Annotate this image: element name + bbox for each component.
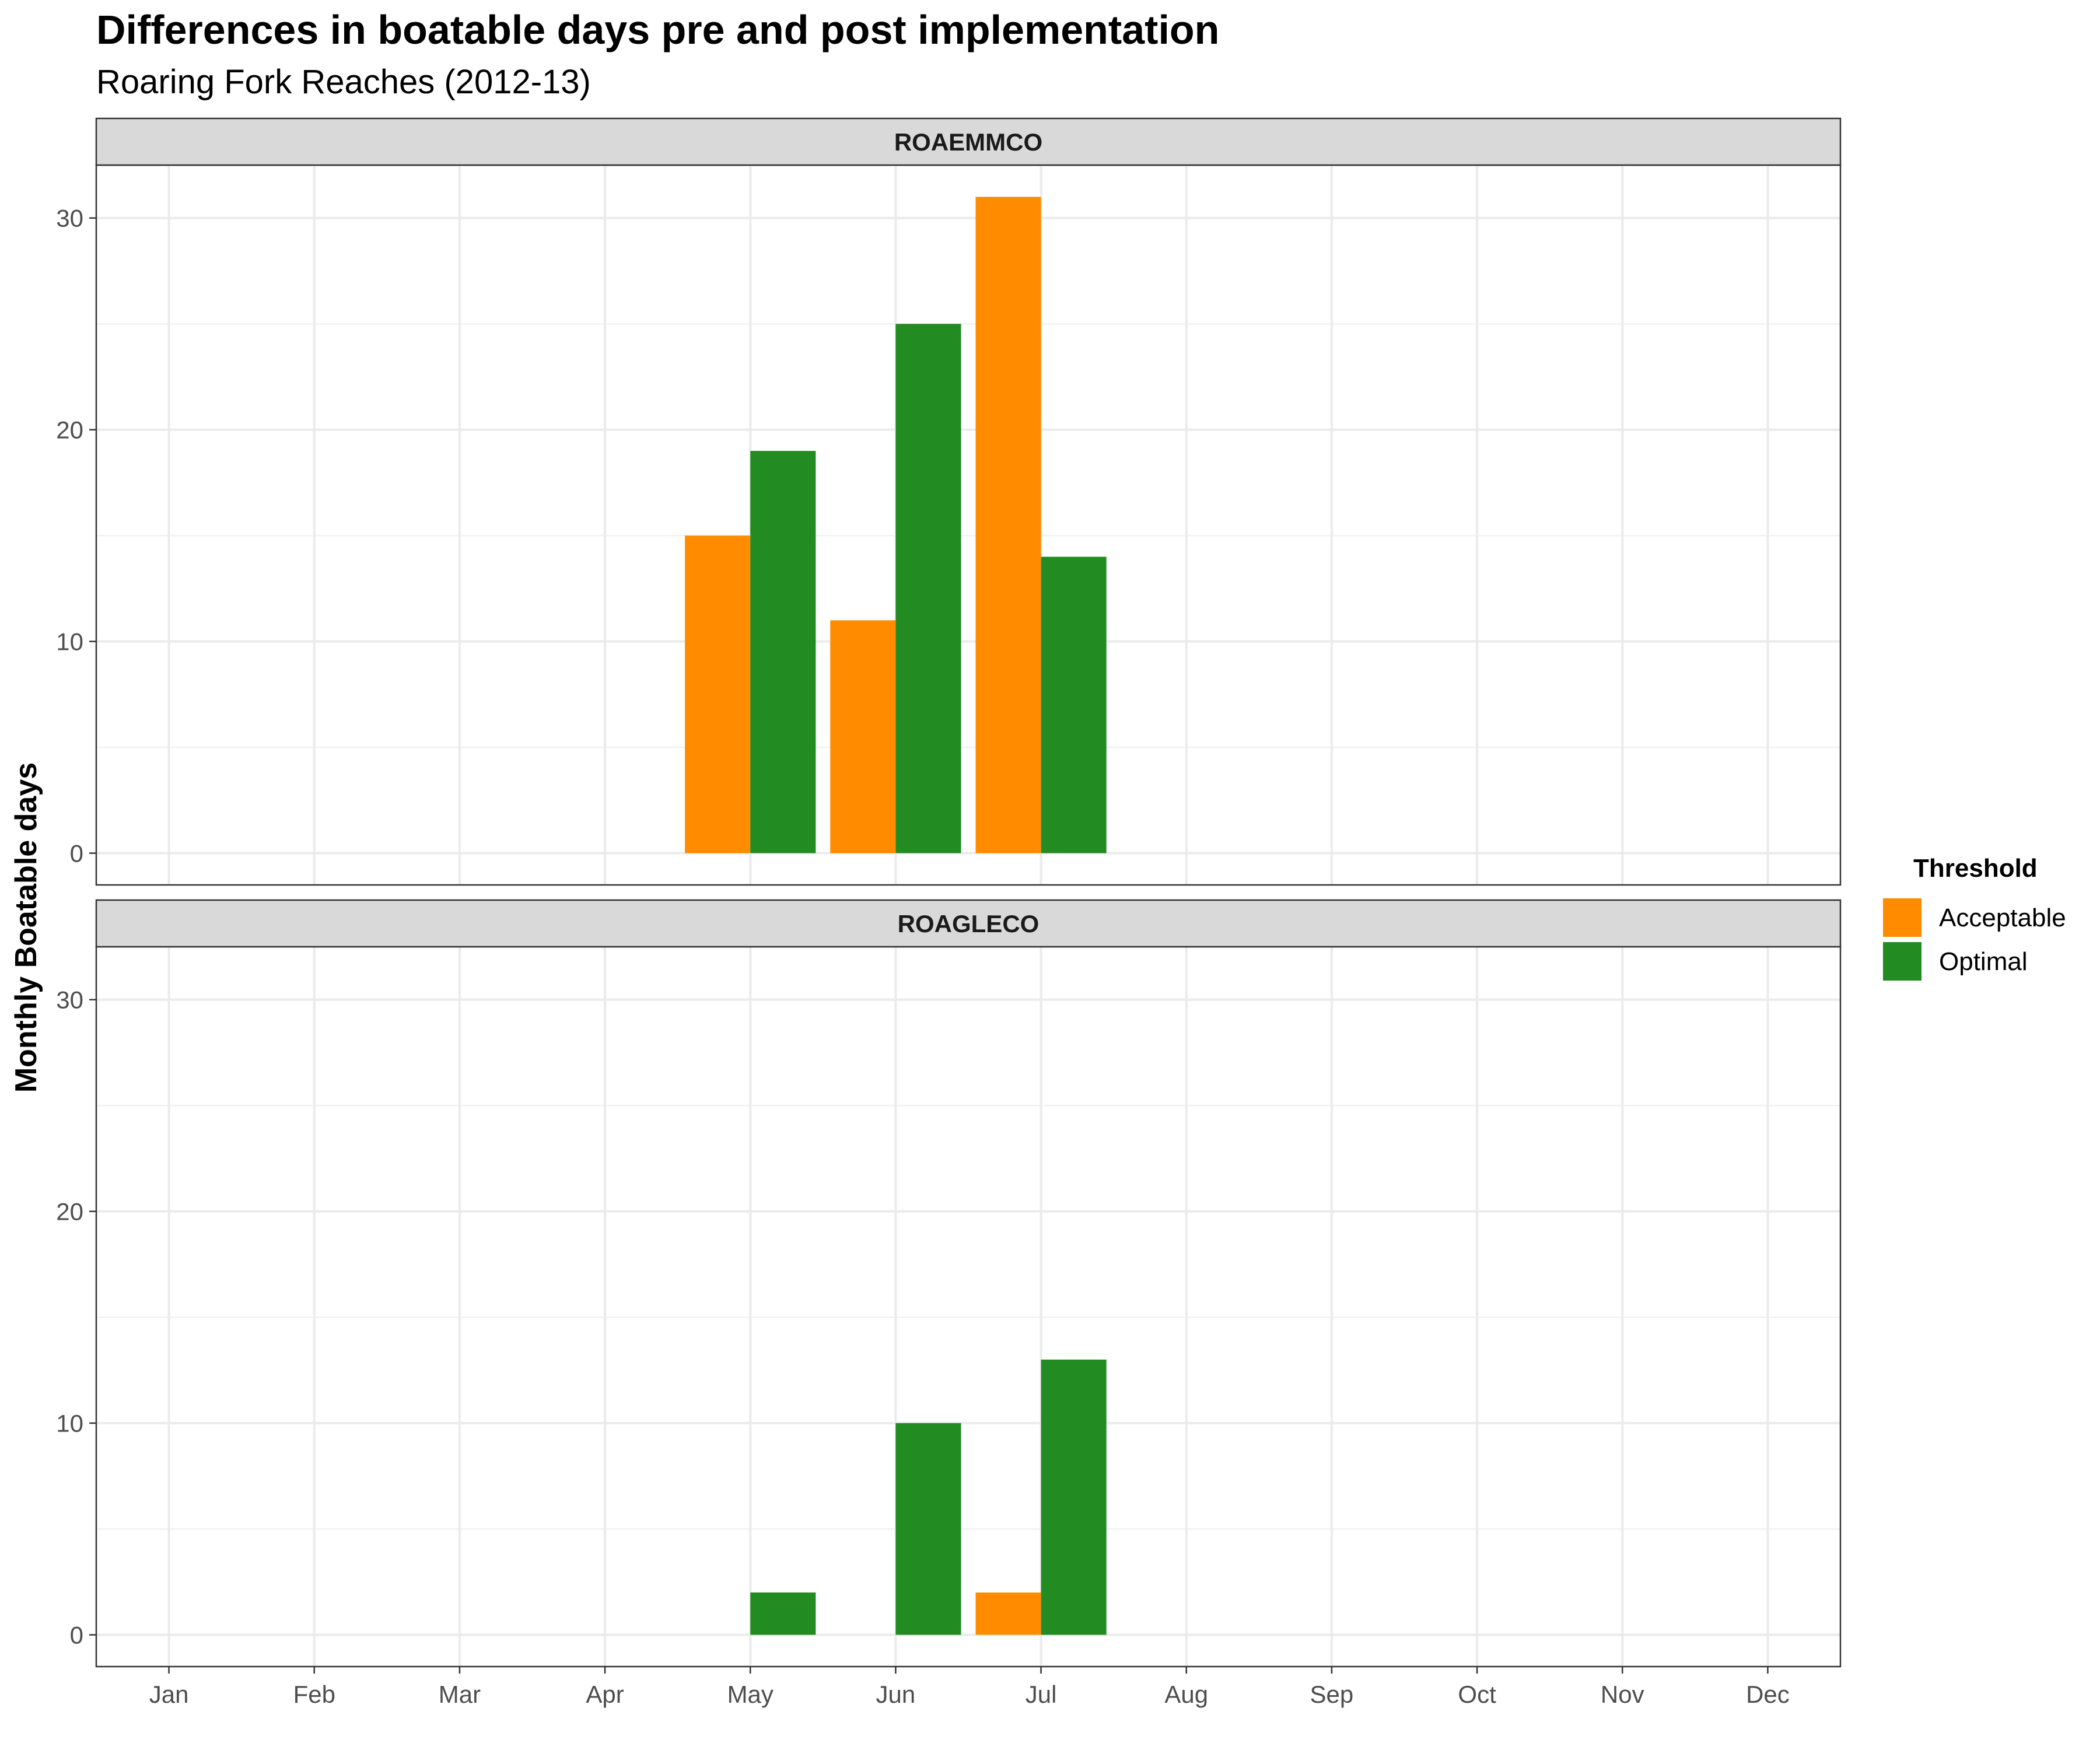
legend-label-optimal: Optimal bbox=[1939, 947, 2028, 976]
bar-optimal-may bbox=[750, 450, 816, 853]
bar-optimal-jul bbox=[1041, 1359, 1107, 1635]
legend-label-acceptable: Acceptable bbox=[1939, 904, 2066, 932]
facet-panels: ROAEMMCO 0 10 20 30 ROAGLECO 0 10 20 30 bbox=[56, 117, 1842, 1668]
panel-background bbox=[96, 947, 1840, 1667]
panel-background bbox=[96, 165, 1840, 885]
y-tick-label: 20 bbox=[56, 416, 83, 444]
x-tick-label-may: May bbox=[727, 1681, 774, 1708]
y-tick-label: 0 bbox=[70, 1622, 83, 1649]
chart-title: Differences in boatable days pre and pos… bbox=[96, 7, 1219, 52]
legend-key-acceptable bbox=[1883, 898, 1922, 937]
y-tick-label: 30 bbox=[56, 205, 83, 232]
legend: Threshold Acceptable Optimal bbox=[1883, 854, 2066, 981]
y-tick-label: 30 bbox=[56, 986, 83, 1014]
x-tick-label-jul: Jul bbox=[1026, 1681, 1057, 1708]
x-tick-label-dec: Dec bbox=[1746, 1681, 1790, 1708]
x-tick-label-jun: Jun bbox=[876, 1681, 916, 1708]
facet-panel-roaemmco: ROAEMMCO 0 10 20 30 bbox=[56, 117, 1842, 886]
x-axis: Jan Feb Mar Apr May Jun Jul Aug Sep Oct Nov Dec bbox=[149, 1667, 1790, 1708]
x-tick-label-nov: Nov bbox=[1601, 1681, 1644, 1708]
x-tick-label-mar: Mar bbox=[439, 1681, 481, 1708]
chart-subtitle: Roaring Fork Reaches (2012-13) bbox=[96, 63, 591, 101]
x-tick-label-apr: Apr bbox=[586, 1681, 624, 1708]
bar-acceptable-may bbox=[685, 536, 751, 853]
bar-optimal-may bbox=[750, 1592, 816, 1635]
y-tick-label: 20 bbox=[56, 1198, 83, 1226]
bar-acceptable-jul bbox=[975, 197, 1041, 853]
legend-title: Threshold bbox=[1913, 854, 2038, 883]
x-tick-label-oct: Oct bbox=[1458, 1681, 1496, 1708]
x-tick-label-feb: Feb bbox=[293, 1681, 335, 1708]
bar-acceptable-jul bbox=[975, 1592, 1041, 1635]
bar-optimal-jun bbox=[895, 1423, 961, 1635]
y-tick-label: 10 bbox=[56, 1410, 83, 1437]
x-tick-label-aug: Aug bbox=[1164, 1681, 1208, 1708]
facet-panel-roagleco: ROAGLECO 0 10 20 30 bbox=[56, 899, 1842, 1668]
x-tick-label-sep: Sep bbox=[1310, 1681, 1354, 1708]
facet-strip bbox=[95, 117, 1842, 166]
facet-strip-label: ROAGLECO bbox=[898, 910, 1040, 937]
y-tick-label: 10 bbox=[56, 628, 83, 656]
facet-strip-label: ROAEMMCO bbox=[894, 128, 1042, 156]
legend-key-optimal bbox=[1883, 942, 1922, 981]
bar-optimal-jun bbox=[895, 324, 961, 853]
y-tick-label: 0 bbox=[70, 840, 83, 867]
x-tick-label-jan: Jan bbox=[149, 1681, 189, 1708]
bar-optimal-jul bbox=[1041, 556, 1107, 853]
facet-strip bbox=[95, 899, 1842, 948]
y-axis-title: Monthly Boatable days bbox=[9, 762, 43, 1093]
bar-acceptable-jun bbox=[830, 620, 896, 853]
